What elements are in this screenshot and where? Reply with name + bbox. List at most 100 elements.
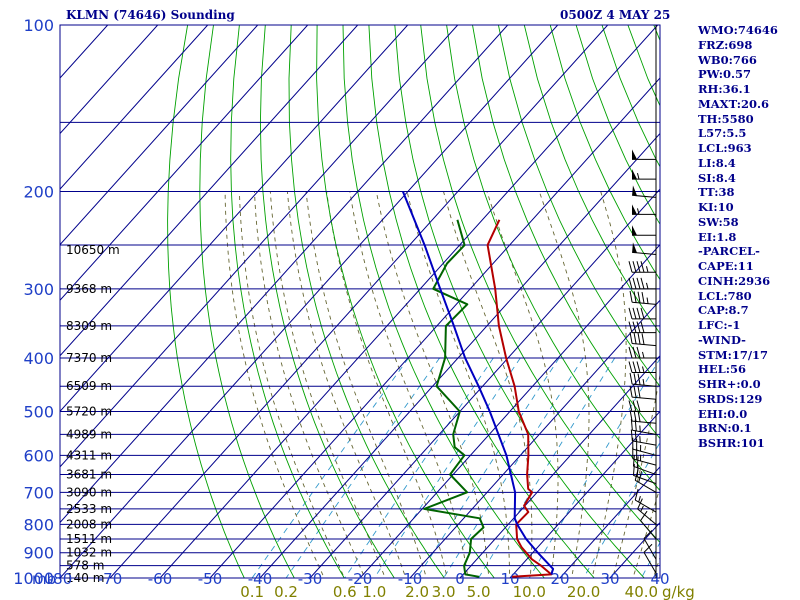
index-item: WB0:766 xyxy=(698,52,757,67)
temperature-tick-label: -20 xyxy=(348,570,373,588)
mixing-ratio-line xyxy=(528,357,660,578)
dry-adiabat xyxy=(167,25,245,578)
wind-barb xyxy=(629,332,657,347)
temperature-tick-label: -70 xyxy=(98,570,123,588)
dry-adiabat xyxy=(316,25,495,578)
height-label: 5720 m xyxy=(66,405,112,419)
wind-barb xyxy=(629,372,657,387)
index-item: HEL:56 xyxy=(698,362,746,377)
index-item: CINH:2936 xyxy=(698,273,771,288)
height-labels: 10650 m 9368 m 8309 m 7370 m 6509 m 5720 m 498… xyxy=(66,243,120,585)
height-label: 3090 m xyxy=(66,485,112,499)
mixing-ratio-label: 0.6 xyxy=(333,583,357,600)
temperature-tick-label: -80 xyxy=(48,570,73,588)
wind-barb xyxy=(628,321,656,334)
index-item: LCL:963 xyxy=(698,141,752,155)
plot-frame xyxy=(59,24,661,579)
wind-barb xyxy=(632,169,656,180)
isotherm xyxy=(60,25,459,468)
moist-adiabat xyxy=(591,191,627,578)
moist-adiabat xyxy=(326,191,448,578)
moist-adiabat xyxy=(238,191,345,578)
temperature-tick-label: 20 xyxy=(550,570,569,588)
mixing-ratio-label: 3.0 xyxy=(432,583,456,600)
mixing-ratio-label: 0.1 xyxy=(240,583,264,600)
dry-adiabat xyxy=(523,25,660,335)
wind-barb xyxy=(630,418,657,435)
mixing-ratio-label: 20.0 xyxy=(567,583,600,600)
moist-adiabat xyxy=(286,191,407,578)
mixing-ratio-line xyxy=(251,357,409,578)
index-item: SHR+:0.0 xyxy=(698,377,761,391)
moist-adiabat xyxy=(406,191,510,578)
wind-barb xyxy=(640,510,657,540)
moist-adiabat xyxy=(269,191,386,578)
mixing-ratio-label: 1.0 xyxy=(362,583,386,600)
wind-barb xyxy=(632,447,657,466)
pressure-tick-label: 200 xyxy=(23,182,54,201)
dry-adiabat xyxy=(446,25,660,492)
dry-adiabat xyxy=(368,25,595,578)
height-label: 2008 m xyxy=(66,517,112,531)
dry-adiabat xyxy=(230,25,345,578)
isotherm xyxy=(509,410,660,578)
isotherm xyxy=(60,25,309,301)
mixing-ratio-line xyxy=(344,357,494,578)
wind-barb xyxy=(628,277,656,290)
pressure-tick-label: 1000 xyxy=(13,569,54,588)
index-item: LI:8.4 xyxy=(698,155,736,170)
index-item: LFC:-1 xyxy=(698,318,741,332)
index-item: MAXT:20.6 xyxy=(698,96,769,111)
temperature-axis: -80 -70 -60 -50 -40 -30 -20 -10 0 10 20 30 40 xyxy=(48,570,670,588)
index-item: SI:8.4 xyxy=(698,170,736,185)
dry-adiabat xyxy=(259,25,395,578)
station-title: KLMN (74646) Sounding xyxy=(66,8,235,22)
wind-barb xyxy=(632,185,657,198)
index-item: SW:58 xyxy=(698,214,739,229)
wind-barb xyxy=(629,290,657,305)
height-label: 140 m xyxy=(66,571,104,585)
isotherm xyxy=(60,25,359,357)
wind-barbs xyxy=(628,25,657,578)
height-label: 1032 m xyxy=(66,546,112,560)
height-label: 578 m xyxy=(66,559,104,573)
pressure-tick-label: 400 xyxy=(23,349,54,368)
height-label: 2533 m xyxy=(66,502,112,516)
moist-adiabat xyxy=(538,191,590,578)
height-label: 9368 m xyxy=(66,282,112,296)
index-item: PW:0.57 xyxy=(698,67,752,82)
wind-barb xyxy=(643,530,657,560)
isotherm xyxy=(159,25,659,578)
moist-adiabat xyxy=(253,191,366,578)
wind-barb xyxy=(632,204,656,215)
temperature-profile xyxy=(486,219,553,578)
wind-barb xyxy=(628,307,656,320)
index-item: EI:1.8 xyxy=(698,229,737,244)
wind-barb xyxy=(628,400,656,413)
mixing-ratio-label: 5.0 xyxy=(467,583,491,600)
temperature-tick-label: 30 xyxy=(600,570,619,588)
mixing-ratio-line xyxy=(443,357,584,578)
pressure-tick-label: 700 xyxy=(23,483,54,502)
isotherm xyxy=(359,243,660,578)
isotherm xyxy=(60,25,559,578)
temperature-tick-label: 10 xyxy=(500,570,519,588)
wind-barb xyxy=(628,346,656,359)
mixing-ratio-line xyxy=(416,357,560,578)
isotherm xyxy=(459,355,660,578)
mixing-ratio-lines xyxy=(251,357,660,578)
isotherm xyxy=(109,25,609,578)
wind-barb xyxy=(634,488,657,513)
index-item: -WIND- xyxy=(698,332,746,347)
wind-barb xyxy=(634,469,657,493)
mixing-ratio-line xyxy=(583,441,660,578)
isotherm xyxy=(60,25,509,524)
temperature-tick-label: -30 xyxy=(298,570,323,588)
index-item: L57:5.5 xyxy=(698,126,747,141)
dry-adiabat xyxy=(472,25,660,440)
dry-adiabat xyxy=(288,25,445,578)
mixing-ratio-line xyxy=(285,357,441,578)
mixing-ratio-label: 10.0 xyxy=(513,583,546,600)
isotherm xyxy=(0,25,8,578)
